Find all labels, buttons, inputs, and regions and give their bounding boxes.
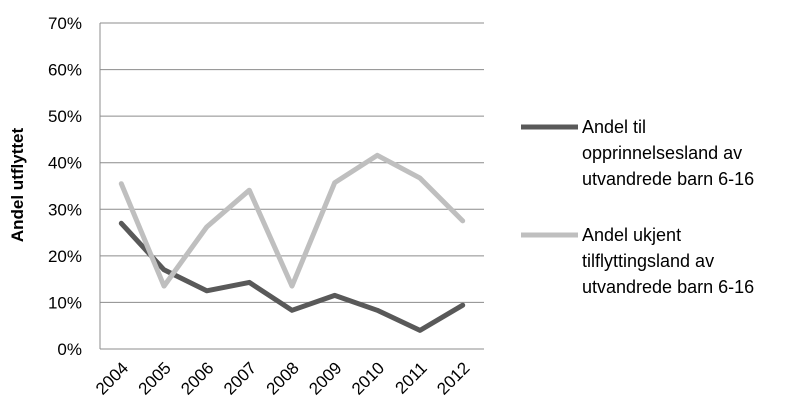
legend-text-line: tilflyttingsland av xyxy=(582,251,714,271)
x-tick-label: 2007 xyxy=(220,358,260,398)
gridlines xyxy=(99,22,484,350)
legend-entry-2: Andel ukjent tilflyttingsland av utvandred… xyxy=(582,225,754,297)
legend-text-line: Andel ukjent xyxy=(582,225,681,245)
y-tick-label: 30% xyxy=(48,200,82,219)
y-tick-label: 10% xyxy=(48,293,82,312)
y-tick-labels: 0% 10% 20% 30% 40% 50% 60% 70% xyxy=(48,14,82,359)
series-lines xyxy=(118,152,466,333)
legend-text-line: Andel til xyxy=(582,117,646,137)
x-tick-label: 2005 xyxy=(135,358,175,398)
legend-text-line: utvandrede barn 6-16 xyxy=(582,277,754,297)
x-tick-label: 2010 xyxy=(348,358,388,398)
y-tick-label: 70% xyxy=(48,14,82,33)
legend: Andel til opprinnelsesland av utvandrede b… xyxy=(521,117,754,297)
y-tick-label: 60% xyxy=(48,61,82,80)
series-line-1 xyxy=(118,220,466,333)
x-tick-label: 2009 xyxy=(305,358,345,398)
x-tick-label: 2006 xyxy=(177,358,217,398)
y-tick-label: 0% xyxy=(57,340,82,359)
legend-text-line: opprinnelsesland av xyxy=(582,143,742,163)
y-tick-label: 40% xyxy=(48,154,82,173)
y-tick-label: 50% xyxy=(48,107,82,126)
y-tick-label: 20% xyxy=(48,247,82,266)
x-tick-label: 2012 xyxy=(433,358,473,398)
y-axis-label: Andel utflyttet xyxy=(8,128,27,243)
x-tick-label: 2008 xyxy=(263,358,303,398)
legend-text-line: utvandrede barn 6-16 xyxy=(582,169,754,189)
x-tick-label: 2004 xyxy=(92,358,132,398)
x-tick-labels: 2004 2005 2006 2007 2008 2009 2010 2011 2012 xyxy=(92,358,474,398)
series-line-2 xyxy=(118,152,466,289)
legend-entry-1: Andel til opprinnelsesland av utvandrede b… xyxy=(582,117,754,189)
x-tick-label: 2011 xyxy=(392,358,431,397)
